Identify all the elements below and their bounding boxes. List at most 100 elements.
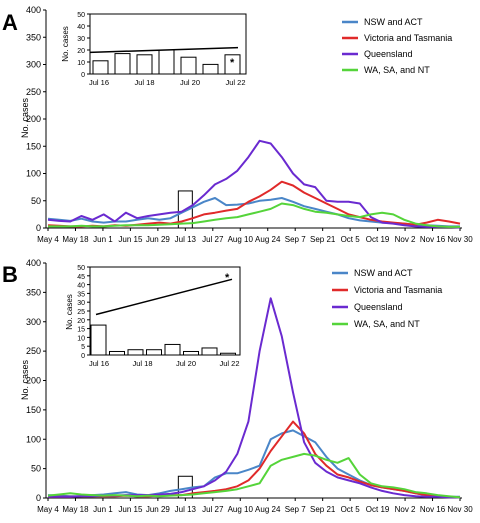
inset-bar	[220, 352, 236, 356]
x-tick-label: Nov 30	[447, 505, 473, 514]
y-tick-label: 350	[26, 32, 41, 42]
x-tick-label: Aug 10	[228, 235, 254, 244]
highlight-bar-group	[177, 190, 193, 229]
inset-y-tick-label: 30	[77, 300, 85, 307]
y-axis-label: No. cases	[20, 97, 30, 138]
legend: NSW and ACT Victoria and Tasmania Queensla…	[332, 268, 442, 329]
series-line-2	[47, 139, 461, 229]
y-tick-label: 400	[26, 258, 41, 268]
inset-x-ticks: Jul 16 Jul 18 Jul 20 Jul 22	[89, 78, 246, 87]
legend-label: Victoria and Tasmania	[364, 33, 452, 43]
inset-x-tick-label: Jul 18	[134, 78, 154, 87]
x-tick-label: Jul 13	[175, 505, 197, 514]
legend-label: Victoria and Tasmania	[354, 285, 442, 295]
panel-label: B	[2, 262, 18, 287]
inset-bar	[92, 60, 109, 75]
x-tick-label: Jul 13	[175, 235, 197, 244]
x-tick-label: Nov 2	[395, 235, 416, 244]
inset-x-tick-label: Jul 22	[219, 359, 239, 368]
y-tick-label: 300	[26, 317, 41, 327]
x-tick-label: Sep 7	[285, 235, 306, 244]
inset-bar	[180, 56, 197, 75]
x-tick-label: Jun 29	[146, 235, 171, 244]
inset-bar	[164, 343, 181, 356]
inset-y-tick-label: 5	[81, 344, 85, 351]
x-tick-label: Oct 19	[366, 235, 390, 244]
y-tick-label: 350	[26, 287, 41, 297]
legend-label: NSW and ACT	[354, 268, 413, 278]
inset-frame	[89, 266, 241, 356]
y-ticks: 0 50 100 150 200 250 300 350 400	[26, 5, 46, 233]
inset-bars	[90, 324, 236, 356]
inset-bar	[158, 49, 175, 75]
x-tick-label: Jul 27	[202, 505, 224, 514]
x-tick-label: Sep 21	[310, 505, 336, 514]
y-tick-label: 100	[26, 169, 41, 179]
x-tick-label: Nov 16	[420, 235, 446, 244]
x-tick-label: Oct 19	[366, 505, 390, 514]
inset-bar	[202, 63, 219, 75]
x-tick-label: Sep 21	[310, 235, 336, 244]
legend-label: Queensland	[364, 49, 413, 59]
y-axis-label: No. cases	[20, 359, 30, 400]
inset-x-tick-label: Jul 22	[225, 78, 245, 87]
y-ticks: 0 50 100 150 200 250 300 350 400	[26, 258, 46, 503]
inset-annotation: *	[230, 57, 235, 69]
series-lines	[47, 297, 461, 499]
inset-y-tick-label: 30	[77, 36, 85, 43]
inset-annotation: *	[225, 272, 230, 284]
inset-y-tick-label: 50	[77, 265, 85, 272]
inset-bar	[224, 54, 241, 75]
series-line-1	[47, 180, 461, 228]
inset-y-tick-label: 35	[77, 291, 85, 298]
series-line-3	[48, 202, 460, 228]
inset-bar	[114, 53, 131, 75]
inset-bar	[183, 350, 199, 356]
y-tick-label: 0	[36, 223, 41, 233]
inset-y-tick-label: 10	[77, 335, 85, 342]
x-tick-label: Aug 24	[255, 505, 281, 514]
y-tick-label: 200	[26, 114, 41, 124]
inset-bar	[109, 350, 125, 356]
y-tick-label: 150	[26, 405, 41, 415]
inset-bars	[92, 49, 241, 75]
inset-trend-line	[95, 278, 233, 316]
y-tick-label: 150	[26, 141, 41, 151]
inset-y-tick-label: 40	[77, 24, 85, 31]
inset-bar	[136, 54, 153, 75]
x-ticks: May 4 May 18 Jun 1 Jun 15 Jun 29 Jul 13 Jul 27…	[37, 228, 473, 244]
legend-label: WA, SA, and NT	[364, 65, 430, 75]
legend-label: WA, SA, and NT	[354, 319, 420, 329]
inset-y-tick-label: 45	[77, 274, 85, 281]
inset-y-tick-label: 20	[77, 318, 85, 325]
x-tick-label: Jul 27	[202, 235, 224, 244]
x-tick-label: Aug 10	[228, 505, 254, 514]
x-tick-label: May 18	[62, 505, 89, 514]
x-tick-label: May 18	[62, 235, 89, 244]
y-tick-label: 250	[26, 346, 41, 356]
series-line-0	[47, 429, 460, 498]
y-tick-label: 0	[36, 493, 41, 503]
y-tick-label: 400	[26, 5, 41, 15]
series-lines	[47, 139, 461, 229]
x-tick-label: Jun 15	[118, 235, 143, 244]
x-tick-label: Nov 2	[395, 505, 416, 514]
inset-y-tick-label: 0	[81, 353, 85, 360]
x-tick-label: May 4	[37, 505, 59, 514]
x-tick-label: Nov 16	[420, 505, 446, 514]
inset-x-tick-label: Jul 18	[132, 359, 152, 368]
inset-y-tick-label: 20	[77, 48, 85, 55]
x-tick-label: Jun 29	[146, 505, 171, 514]
x-tick-label: Nov 30	[447, 235, 473, 244]
y-tick-label: 50	[31, 464, 41, 474]
inset-y-tick-label: 50	[77, 12, 85, 19]
inset-y-tick-label: 0	[81, 72, 85, 79]
y-tick-label: 250	[26, 87, 41, 97]
legend: NSW and ACT Victoria and Tasmania Queensla…	[342, 17, 452, 75]
y-tick-label: 100	[26, 434, 41, 444]
inset-trend-line	[89, 46, 239, 54]
legend-label: Queensland	[354, 302, 403, 312]
